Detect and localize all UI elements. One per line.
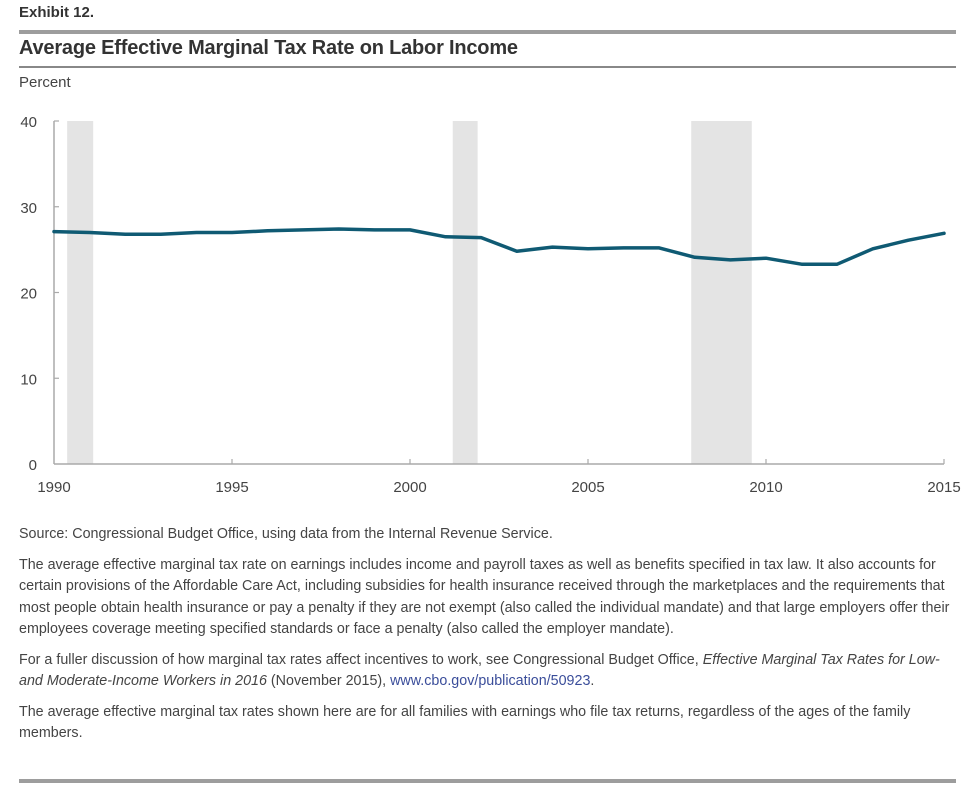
y-tick-label: 0 <box>29 457 37 474</box>
y-axis-label: Percent <box>19 74 71 91</box>
y-tick-label: 20 <box>20 286 37 303</box>
recession-shade <box>452 121 478 464</box>
recession-shade <box>67 121 94 464</box>
line-chart: 0 10 20 30 40 1990 1995 2000 2005 2010 2015 <box>20 114 960 496</box>
notes: Source: Congressional Budget Office, usi… <box>19 524 959 754</box>
y-tick-label: 10 <box>20 371 37 388</box>
chart-title: Average Effective Marginal Tax Rate on L… <box>19 37 518 59</box>
note-scope: The average effective marginal tax rates… <box>19 703 911 742</box>
tick-labels-group: 0 10 20 30 40 1990 1995 2000 2005 2010 2015 <box>20 114 960 496</box>
axes-group <box>53 120 945 465</box>
x-tick-label: 2015 <box>927 479 960 496</box>
note2-middle: (November 2015), <box>266 673 391 689</box>
x-tick-label: 2010 <box>749 479 782 496</box>
note-further-reading: For a fuller discussion of how marginal … <box>19 650 959 693</box>
note2-suffix: . <box>590 673 595 689</box>
x-tick-label: 1990 <box>37 479 70 496</box>
x-tick-label: 2005 <box>571 479 604 496</box>
note-definition: The average effective marginal tax rate … <box>19 556 950 638</box>
publication-title: Effective Marginal Tax Rates for Low- an… <box>19 651 940 690</box>
recession-shade <box>691 121 752 464</box>
exhibit-label: Exhibit 12. <box>19 4 95 21</box>
note2-prefix: For a fuller discussion of how marginal … <box>19 651 703 668</box>
recession-shading-group <box>67 121 752 464</box>
x-tick-label: 1995 <box>215 479 248 496</box>
series-group <box>52 227 946 266</box>
series-line <box>52 227 946 266</box>
top-rule <box>19 30 956 34</box>
y-tick-label: 40 <box>20 114 37 131</box>
bottom-rule <box>19 779 956 783</box>
y-tick-label: 30 <box>20 200 37 217</box>
publication-link[interactable]: www.cbo.gov/publication/50923 <box>390 673 591 689</box>
x-tick-label: 2000 <box>393 479 426 496</box>
source-note: Source: Congressional Budget Office, usi… <box>19 526 553 542</box>
title-rule <box>19 66 956 68</box>
